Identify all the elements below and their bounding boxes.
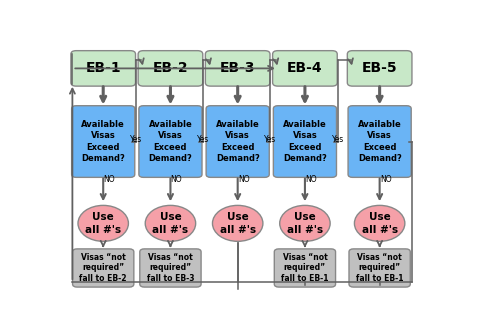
Text: NO: NO <box>171 175 182 184</box>
FancyBboxPatch shape <box>273 51 337 86</box>
Text: NO: NO <box>238 175 250 184</box>
FancyBboxPatch shape <box>205 51 270 86</box>
Text: NO: NO <box>103 175 115 184</box>
Text: Visas “not
required”
fall to EB-1: Visas “not required” fall to EB-1 <box>356 253 403 283</box>
Text: NO: NO <box>380 175 391 184</box>
Text: Available
Visas
Exceed
Demand?: Available Visas Exceed Demand? <box>148 120 192 163</box>
Text: Yes: Yes <box>332 135 344 144</box>
FancyBboxPatch shape <box>72 106 135 177</box>
Text: Use
all #'s: Use all #'s <box>362 212 398 234</box>
Ellipse shape <box>213 205 263 241</box>
Text: EB-2: EB-2 <box>153 62 188 75</box>
Text: Available
Visas
Exceed
Demand?: Available Visas Exceed Demand? <box>358 120 402 163</box>
Text: Visas “not
required”
fall to EB-3: Visas “not required” fall to EB-3 <box>147 253 194 283</box>
Text: Use
all #'s: Use all #'s <box>152 212 188 234</box>
FancyBboxPatch shape <box>139 106 202 177</box>
Text: Use
all #'s: Use all #'s <box>287 212 323 234</box>
FancyBboxPatch shape <box>348 51 412 86</box>
Ellipse shape <box>280 205 330 241</box>
FancyBboxPatch shape <box>138 51 203 86</box>
Ellipse shape <box>145 205 196 241</box>
Text: EB-5: EB-5 <box>362 62 398 75</box>
Text: EB-1: EB-1 <box>85 62 121 75</box>
Text: Available
Visas
Exceed
Demand?: Available Visas Exceed Demand? <box>283 120 327 163</box>
Text: Visas “not
required”
fall to EB-1: Visas “not required” fall to EB-1 <box>281 253 329 283</box>
Text: NO: NO <box>305 175 317 184</box>
Text: Visas “not
required”
fall to EB-2: Visas “not required” fall to EB-2 <box>80 253 127 283</box>
FancyBboxPatch shape <box>274 249 335 287</box>
Text: EB-3: EB-3 <box>220 62 255 75</box>
Text: Available
Visas
Exceed
Demand?: Available Visas Exceed Demand? <box>81 120 125 163</box>
Text: EB-4: EB-4 <box>287 62 323 75</box>
FancyBboxPatch shape <box>349 249 410 287</box>
FancyBboxPatch shape <box>273 106 336 177</box>
Text: Use
all #'s: Use all #'s <box>220 212 256 234</box>
Text: Available
Visas
Exceed
Demand?: Available Visas Exceed Demand? <box>216 120 260 163</box>
Text: Yes: Yes <box>130 135 142 144</box>
Text: Yes: Yes <box>197 135 209 144</box>
Ellipse shape <box>78 205 128 241</box>
Ellipse shape <box>354 205 405 241</box>
FancyBboxPatch shape <box>71 51 135 86</box>
Text: Use
all #'s: Use all #'s <box>85 212 121 234</box>
FancyBboxPatch shape <box>140 249 201 287</box>
FancyBboxPatch shape <box>348 106 411 177</box>
FancyBboxPatch shape <box>73 249 134 287</box>
Text: Yes: Yes <box>264 135 277 144</box>
FancyBboxPatch shape <box>206 106 269 177</box>
